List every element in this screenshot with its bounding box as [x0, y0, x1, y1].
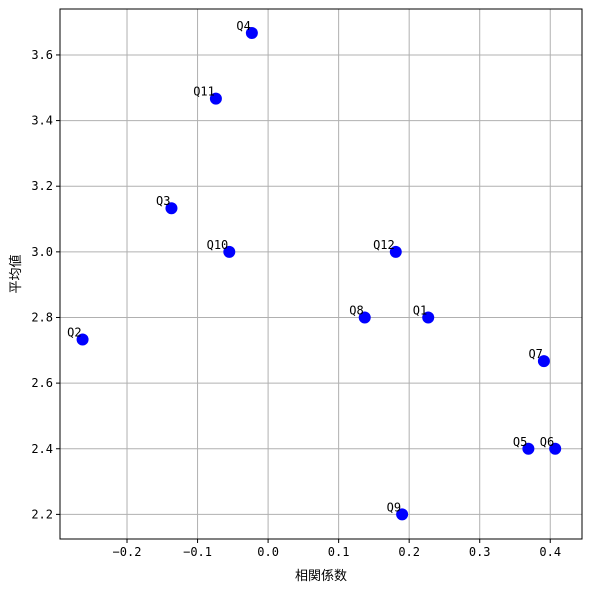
point-label: Q4	[236, 19, 250, 33]
data-point	[522, 442, 535, 455]
point-label: Q8	[349, 303, 363, 317]
point-label: Q12	[373, 238, 395, 252]
point-label: Q1	[413, 303, 427, 317]
point-label: Q6	[540, 435, 554, 449]
grid	[60, 9, 582, 539]
data-point	[76, 333, 89, 346]
axis-ticks: −0.2 −0.1 0.0 0.1 0.2 0.3 0.4 2.2 2.4 2.6 2.8 3.0 3.…	[31, 48, 561, 559]
x-tick-label: 0.1	[328, 545, 350, 559]
x-tick-label: −0.1	[183, 545, 212, 559]
data-point	[245, 26, 258, 39]
data-point	[389, 245, 402, 258]
x-tick-label: 0.4	[539, 545, 561, 559]
data-point	[209, 92, 222, 105]
x-tick-label: 0.2	[398, 545, 420, 559]
data-point	[422, 311, 435, 324]
y-tick-label: 3.4	[31, 114, 53, 128]
y-tick-label: 2.4	[31, 442, 53, 456]
point-labels: Q1 Q2 Q3 Q4 Q5 Q6 Q7 Q8 Q9 Q10 Q11 Q12	[67, 19, 554, 514]
data-point	[537, 355, 550, 368]
point-label: Q10	[207, 238, 229, 252]
data-point	[396, 508, 409, 521]
x-tick-label: 0.0	[257, 545, 279, 559]
x-tick-label: −0.2	[113, 545, 142, 559]
x-tick-label: 0.3	[469, 545, 491, 559]
data-point	[165, 202, 178, 215]
y-tick-label: 3.6	[31, 48, 53, 62]
point-label: Q11	[193, 85, 215, 99]
x-axis-label: 相関係数	[295, 569, 347, 584]
data-point	[358, 311, 371, 324]
y-tick-label: 3.2	[31, 179, 53, 193]
point-label: Q5	[513, 435, 527, 449]
point-label: Q7	[528, 347, 542, 361]
data-points	[76, 26, 562, 521]
plot-area-frame	[59, 8, 583, 540]
data-point	[549, 442, 562, 455]
y-tick-label: 2.2	[31, 507, 53, 521]
point-label: Q2	[67, 325, 81, 339]
y-tick-label: 2.8	[31, 310, 53, 324]
y-tick-label: 3.0	[31, 245, 53, 259]
y-axis-label: 平均値	[8, 254, 24, 293]
point-label: Q9	[387, 500, 401, 514]
data-point	[223, 245, 236, 258]
y-tick-label: 2.6	[31, 376, 53, 390]
point-label: Q3	[156, 194, 170, 208]
